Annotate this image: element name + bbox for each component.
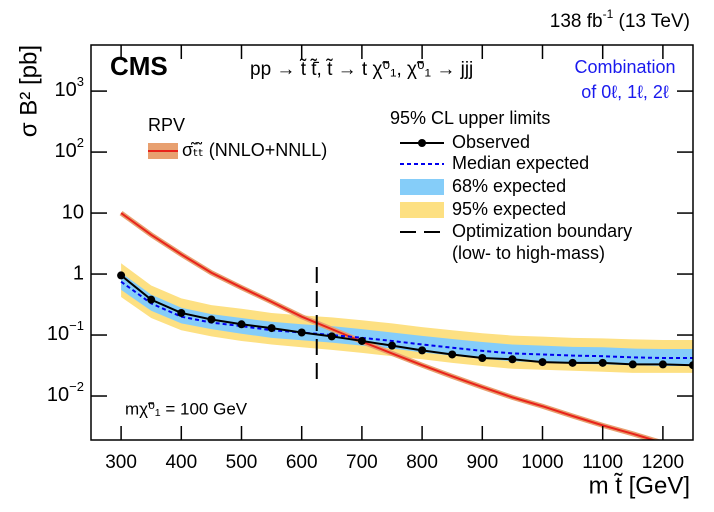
observed-line (120, 274, 693, 367)
legend-swatch (418, 139, 426, 147)
y-tick-label: 103 (55, 75, 84, 102)
y-tick-base: 10 (55, 79, 77, 101)
legend-swatch (400, 202, 444, 218)
x-tick-label: 400 (165, 452, 197, 473)
observed-point (508, 355, 517, 364)
y-tick-label: 10−2 (47, 379, 84, 406)
observed-point (117, 271, 126, 280)
legend-label: 68% expected (452, 176, 566, 196)
observed-point (418, 346, 427, 355)
x-tick-label: 1100 (582, 452, 623, 473)
observed-point (538, 358, 547, 367)
x-tick-label: 500 (226, 452, 258, 473)
frame (90, 44, 694, 441)
x-tick-label: 300 (105, 452, 137, 473)
annotation: mχ̃⁰₁ = 100 GeV (125, 399, 248, 418)
y-tick-base: 10 (47, 323, 69, 345)
observed-point (689, 361, 693, 370)
boundary-label-2: (low- to high-mass) (452, 243, 605, 263)
experiment: CMS (110, 51, 168, 81)
observed-point (388, 341, 396, 350)
y-tick-exp: −2 (69, 379, 84, 394)
y-tick-exp: −1 (69, 318, 84, 333)
plot (117, 211, 693, 440)
y-tick-label: 10−1 (47, 318, 84, 345)
boundary-label-1: Optimization boundary (452, 221, 632, 241)
y-tick-base: 10 (47, 384, 69, 406)
y-tick-exp: 3 (77, 75, 84, 90)
median-line (120, 280, 693, 360)
x-tick-label: 1200 (642, 452, 684, 473)
observed-point (237, 320, 246, 329)
observed-point (658, 360, 667, 369)
combination-2: of 0ℓ, 1ℓ, 2ℓ (581, 82, 669, 102)
theory-line (120, 212, 657, 440)
observed-point (628, 360, 637, 369)
observed-point (478, 354, 487, 363)
observed-point (267, 324, 276, 333)
model: RPV (148, 115, 185, 135)
observed-point (207, 315, 216, 324)
legend-label: 95% expected (452, 199, 566, 219)
observed-point (297, 328, 306, 337)
theory-legend: σₜ̃ₜ̃ (NNLO+NNLL) (182, 140, 327, 160)
legend-label: Median expected (452, 153, 589, 173)
y-axis-label: σ B² [pb] (15, 45, 42, 137)
y-tick-exp: 2 (77, 136, 84, 151)
observed-point (147, 295, 156, 304)
observed-point (177, 308, 186, 317)
x-tick-label: 600 (286, 452, 318, 473)
observed-point (357, 336, 366, 345)
x-tick-label: 1000 (521, 452, 563, 473)
legend-swatch (400, 179, 444, 195)
lumi: 138 fb-1 (13 TeV) (550, 7, 690, 32)
observed-point (598, 358, 607, 367)
combination-1: Combination (574, 57, 675, 77)
y-tick-label: 1 (73, 262, 84, 284)
process: pp → t̃ t̃̄, t̃ → t χ̃⁰₁, χ̃⁰₁ → jjj (250, 58, 473, 80)
band (121, 263, 693, 373)
observed-point (448, 350, 457, 359)
y-tick-base: 10 (55, 140, 77, 162)
y-tick-label: 102 (55, 136, 84, 163)
x-tick-label: 900 (466, 452, 498, 473)
legend-label: Observed (452, 132, 530, 152)
y-tick-label: 10 (62, 201, 84, 223)
legend-title: 95% CL upper limits (390, 108, 550, 128)
observed-point (568, 358, 577, 367)
observed-point (327, 332, 336, 341)
x-tick-label: 800 (406, 452, 438, 473)
x-axis-label: m t̃ [GeV] (589, 472, 690, 499)
x-tick-label: 700 (346, 452, 378, 473)
